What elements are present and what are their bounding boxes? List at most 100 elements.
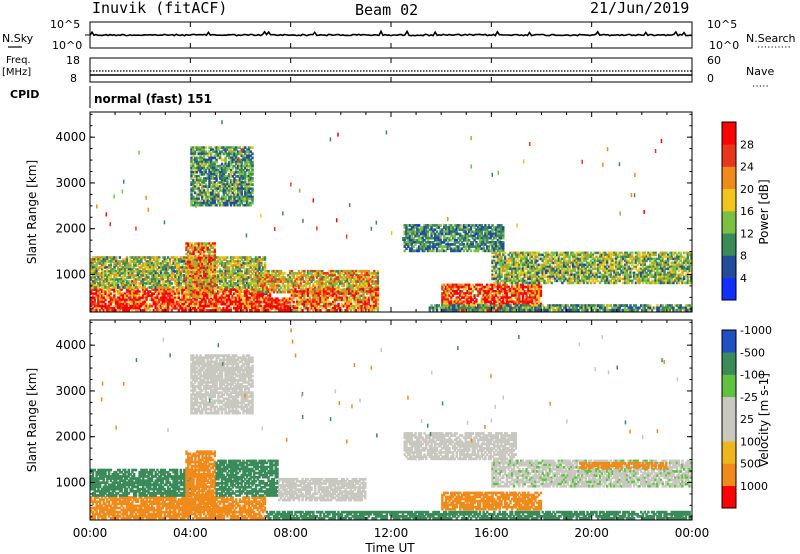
- heatmap-cell: [250, 304, 254, 308]
- heatmap-cell: [251, 258, 254, 261]
- heatmap-cell: [260, 264, 263, 267]
- heatmap-cell: [129, 290, 132, 293]
- heatmap-cell: [129, 270, 132, 273]
- heatmap-cell: [292, 300, 295, 304]
- heatmap-cell: [190, 266, 193, 270]
- heatmap-cell: [344, 288, 347, 291]
- heatmap-cell: [254, 258, 258, 261]
- heatmap-cell: [238, 309, 241, 312]
- heatmap-cell: [210, 260, 213, 263]
- heatmap-cell: [159, 306, 163, 310]
- heatmap-cell: [175, 302, 179, 306]
- heatmap-cell: [301, 286, 304, 290]
- heatmap-cell: [192, 248, 195, 252]
- heatmap-cell: [351, 284, 354, 288]
- freq-label-1: Freq.: [6, 55, 31, 66]
- heatmap-cell: [233, 276, 236, 279]
- heatmap-cell: [194, 275, 197, 278]
- heatmap-cell: [93, 264, 96, 267]
- heatmap-cell: [116, 260, 120, 263]
- heatmap-cell: [102, 282, 105, 285]
- heatmap-cell: [131, 272, 134, 275]
- heatmap-cell: [197, 302, 200, 306]
- heatmap-cell: [229, 280, 233, 283]
- heatmap-cell: [149, 278, 152, 281]
- heatmap-cell: [134, 270, 138, 273]
- heatmap-cell: [333, 300, 337, 304]
- heatmap-cell: [362, 274, 365, 277]
- heatmap-cell: [127, 286, 130, 289]
- heatmap-cell: [242, 306, 245, 310]
- heatmap-cell: [185, 293, 188, 296]
- heatmap-cell: [339, 272, 342, 275]
- heatmap-cell: [288, 307, 292, 310]
- heatmap-cell: [231, 282, 234, 285]
- heatmap-cell: [168, 258, 172, 261]
- heatmap-cell: [136, 258, 139, 261]
- heatmap-cell: [91, 270, 95, 273]
- heatmap-cell: [179, 304, 182, 308]
- heatmap-cell: [290, 292, 294, 296]
- heatmap-cell: [319, 292, 322, 296]
- heatmap-cell: [236, 258, 240, 261]
- heatmap-cell: [249, 296, 252, 300]
- heatmap-cell: [167, 262, 170, 265]
- heatmap-cell: [197, 289, 201, 292]
- heatmap-cell: [172, 274, 175, 277]
- heatmap-cell: [312, 292, 315, 296]
- heatmap-cell: [317, 294, 320, 298]
- heatmap-cell: [373, 288, 376, 292]
- heatmap-cell: [97, 268, 100, 271]
- heatmap-cell: [195, 285, 199, 288]
- heatmap-cell: [192, 291, 195, 294]
- heatmap-cell: [95, 309, 98, 312]
- heatmap-cell: [124, 266, 127, 269]
- heatmap-cell: [249, 264, 252, 267]
- heatmap-cell: [156, 296, 159, 300]
- heatmap-cell: [324, 298, 328, 302]
- heatmap-cell: [95, 296, 98, 300]
- heatmap-cell: [213, 266, 216, 270]
- heatmap-cell: [90, 268, 93, 271]
- heatmap-cell: [213, 258, 216, 262]
- heatmap-cell: [213, 302, 216, 306]
- heatmap-cell: [100, 286, 104, 289]
- heatmap-cell: [287, 278, 290, 281]
- heatmap-cell: [369, 278, 372, 281]
- heatmap-cell: [288, 276, 292, 279]
- heatmap-cell: [222, 290, 225, 293]
- heatmap-cell: [183, 296, 186, 300]
- heatmap-cell: [93, 256, 96, 259]
- heatmap-cell: [276, 284, 279, 288]
- heatmap-cell: [274, 272, 277, 275]
- heatmap-cell: [355, 302, 358, 306]
- heatmap-cell: [131, 274, 134, 277]
- heatmap-cell: [129, 280, 132, 283]
- heatmap-cell: [220, 302, 223, 306]
- heatmap-cell: [91, 300, 95, 304]
- freq-label-2: [MHz]: [2, 67, 31, 78]
- heatmap-cell: [330, 309, 333, 312]
- heatmap-cell: [235, 256, 238, 259]
- heatmap-cell: [213, 309, 216, 312]
- heatmap-cell: [115, 309, 118, 312]
- heatmap-cell: [225, 304, 229, 308]
- heatmap-cell: [373, 280, 376, 283]
- heatmap-cell: [314, 302, 317, 306]
- heatmap-cell: [195, 295, 199, 298]
- heatmap-cell: [226, 282, 229, 285]
- heatmap-cell: [238, 278, 242, 281]
- heatmap-cell: [353, 276, 356, 279]
- heatmap-cell: [292, 284, 295, 288]
- heatmap-cell: [203, 275, 206, 278]
- heatmap-cell: [319, 282, 322, 286]
- heatmap-cell: [143, 278, 147, 281]
- heatmap-cell: [107, 264, 111, 267]
- heatmap-cell: [187, 285, 190, 288]
- heatmap-cell: [154, 282, 157, 285]
- heatmap-cell: [249, 278, 252, 281]
- heatmap-cell: [346, 306, 349, 310]
- heatmap-cell: [319, 269, 322, 273]
- heatmap-cell: [122, 272, 125, 275]
- heatmap-cell: [177, 296, 180, 300]
